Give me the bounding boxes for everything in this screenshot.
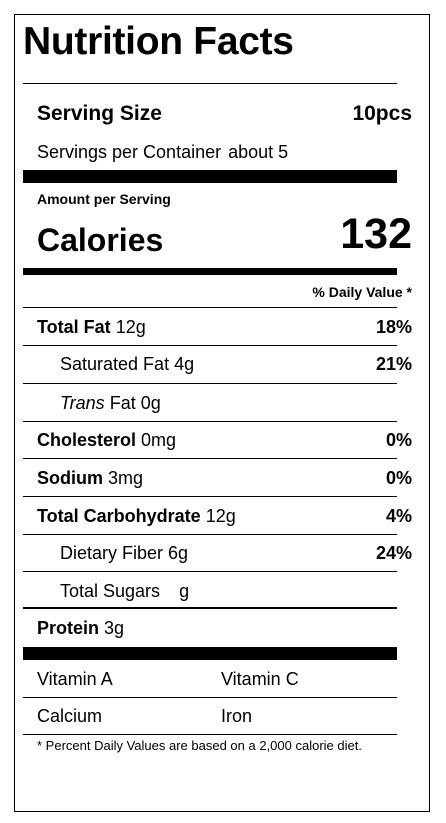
sodium-row: Sodium 3mg	[37, 468, 143, 489]
total-fat-amount: 12g	[115, 317, 146, 337]
saturated-fat-label: Saturated Fat	[60, 354, 170, 374]
total-fat-label: Total Fat	[37, 317, 111, 337]
sodium-amount: 3mg	[108, 468, 144, 488]
calories-value: 132	[340, 210, 412, 258]
amount-per-serving-label: Amount per Serving	[37, 191, 171, 207]
protein-divider-thick	[23, 647, 397, 660]
divider-trans-fat	[23, 421, 397, 422]
daily-value-header: % Daily Value *	[312, 284, 412, 300]
total-sugars-amount: g	[179, 581, 190, 601]
divider-minerals	[23, 734, 397, 735]
cholesterol-row: Cholesterol 0mg	[37, 430, 176, 451]
servings-per-container-value: about 5	[228, 142, 289, 162]
saturated-fat-row: Saturated Fat 4g	[60, 354, 194, 375]
divider-dv-header	[23, 307, 397, 308]
saturated-fat-amount: 4g	[174, 354, 195, 374]
title-divider	[23, 83, 397, 84]
divider-total-fat	[23, 345, 397, 346]
nutrition-label-border	[14, 14, 430, 812]
saturated-fat-dv: 21%	[375, 354, 412, 374]
label-title: Nutrition Facts	[23, 20, 294, 63]
total-sugars-label: Total Sugars	[60, 581, 161, 601]
sodium-label: Sodium	[37, 468, 103, 488]
total-carbohydrate-dv: 4%	[385, 506, 412, 526]
serving-size-label: Serving Size	[37, 102, 162, 125]
total-fat-row: Total Fat 12g	[37, 317, 146, 338]
trans-fat-amount: 0g	[140, 393, 161, 413]
divider-saturated-fat	[23, 383, 397, 384]
total-carbohydrate-label: Total Carbohydrate	[37, 506, 201, 526]
trans-fat-row: Trans Fat 0g	[60, 393, 161, 414]
cholesterol-dv: 0%	[385, 430, 412, 450]
calcium-label: Calcium	[37, 706, 103, 726]
calories-label: Calories	[37, 222, 164, 258]
trans-fat-label-italic: Trans	[60, 393, 105, 413]
calories-divider-thick	[23, 268, 397, 275]
serving-divider-thick	[23, 170, 397, 183]
total-carbohydrate-amount: 12g	[205, 506, 236, 526]
divider-cholesterol	[23, 458, 397, 459]
divider-sodium	[23, 496, 397, 497]
servings-per-container-label: Servings per Container about 5	[37, 142, 288, 163]
divider-dietary-fiber	[23, 571, 397, 572]
dietary-fiber-label: Dietary Fiber	[60, 543, 164, 563]
protein-row: Protein 3g	[37, 618, 124, 639]
dietary-fiber-dv: 24%	[375, 543, 412, 563]
servings-per-container-text: Servings per Container	[37, 142, 222, 162]
divider-vitamins	[23, 697, 397, 698]
trans-fat-label-rest: Fat	[109, 393, 136, 413]
divider-total-sugars	[23, 607, 397, 609]
total-sugars-row: Total Sugars g	[60, 581, 189, 602]
protein-amount: 3g	[104, 618, 125, 638]
divider-total-carbohydrate	[23, 534, 397, 535]
protein-label: Protein	[37, 618, 100, 638]
dietary-fiber-row: Dietary Fiber 6g	[60, 543, 188, 564]
dietary-fiber-amount: 6g	[168, 543, 189, 563]
vitamin-a-label: Vitamin A	[37, 669, 113, 689]
daily-value-footnote: * Percent Daily Values are based on a 2,…	[37, 738, 362, 753]
serving-size-value: 10pcs	[352, 102, 412, 125]
total-carbohydrate-row: Total Carbohydrate 12g	[37, 506, 236, 527]
cholesterol-label: Cholesterol	[37, 430, 137, 450]
sodium-dv: 0%	[385, 468, 412, 488]
iron-label: Iron	[221, 706, 253, 726]
total-fat-dv: 18%	[375, 317, 412, 337]
vitamin-c-label: Vitamin C	[221, 669, 299, 689]
cholesterol-amount: 0mg	[141, 430, 177, 450]
